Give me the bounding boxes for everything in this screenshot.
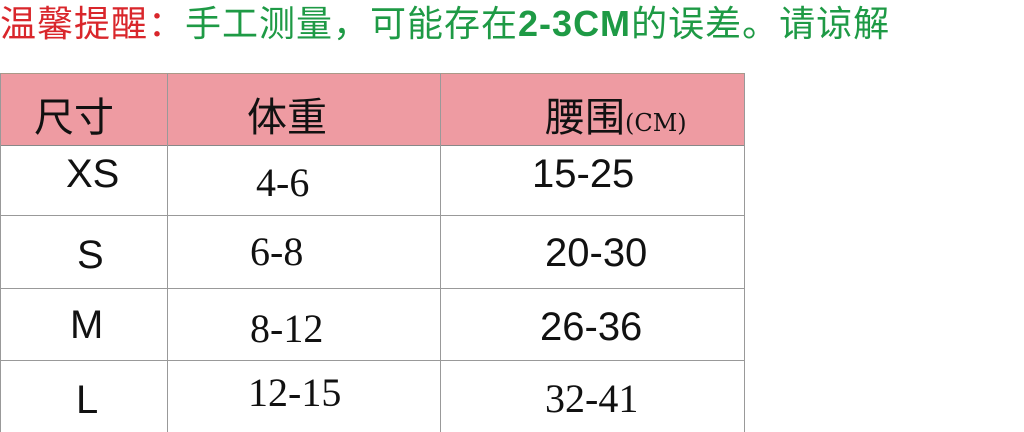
row-l-waist: 32-41 <box>545 376 639 421</box>
divider <box>167 73 168 432</box>
divider <box>440 73 441 432</box>
table-header-row <box>0 73 745 146</box>
header-weight: 体重 <box>247 95 327 141</box>
row-m-waist: 26-36 <box>540 305 643 349</box>
notice-text: 手工测量，可能存在 <box>185 4 519 45</box>
notice-range: 2-3CM <box>518 3 632 44</box>
divider <box>0 288 745 289</box>
header-waist-label: 腰围 <box>545 95 625 141</box>
row-s-waist: 20-30 <box>545 231 648 275</box>
header-waist: 腰围(CM) <box>545 85 687 143</box>
row-xs-weight: 4-6 <box>256 160 310 205</box>
row-xs-size: XS <box>66 152 120 196</box>
header-size: 尺寸 <box>34 95 114 141</box>
notice-text-end: 的误差。请谅解 <box>631 4 891 45</box>
row-l-weight: 12-15 <box>248 370 342 415</box>
row-l-size: L <box>76 378 99 422</box>
divider <box>0 215 745 216</box>
row-m-size: M <box>70 303 104 347</box>
notice-lead: 温馨提醒： <box>0 4 186 45</box>
row-m-weight: 8-12 <box>250 306 324 351</box>
size-chart-table: 尺寸 体重 腰围(CM) XS 4-6 15-25 S 6-8 20-30 M … <box>0 73 745 432</box>
measurement-notice: 温馨提醒：手工测量，可能存在2-3CM的误差。请谅解 <box>0 2 890 47</box>
row-xs-waist: 15-25 <box>532 152 635 196</box>
divider <box>0 73 1 432</box>
header-waist-unit: (CM) <box>625 109 687 137</box>
row-s-weight: 6-8 <box>250 229 304 274</box>
divider <box>744 73 745 432</box>
divider <box>0 360 745 361</box>
row-s-size: S <box>77 233 104 277</box>
